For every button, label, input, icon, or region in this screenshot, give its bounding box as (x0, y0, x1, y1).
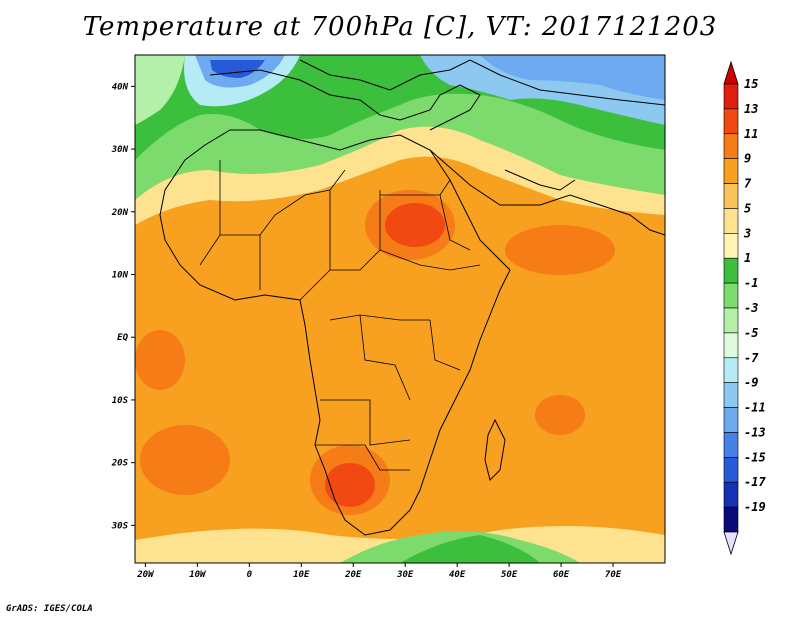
colorbar-swatch (723, 158, 739, 184)
temperature-field (135, 55, 665, 563)
lat-tick-label: 30S (111, 521, 129, 531)
lon-tick-label: 10W (189, 570, 207, 580)
colorbar-swatch (723, 481, 739, 508)
colorbar-swatch (723, 506, 739, 533)
lon-tick-label: 50E (501, 570, 518, 580)
colorbar-swatch (723, 108, 739, 135)
longitude-axis: 20W 10W 0 10E 20E 30E 40E 50E 60E 70E (136, 563, 622, 580)
lat-tick-label: 20N (111, 208, 129, 218)
lon-tick-label: 0 (247, 570, 253, 580)
lon-tick-label: 40E (449, 570, 466, 580)
colorbar-swatch (723, 208, 739, 234)
lon-tick-label: 20W (136, 570, 155, 580)
colorbar-label: -19 (744, 500, 766, 514)
colorbar-swatch (723, 457, 739, 483)
lat-tick-label: 10N (112, 271, 129, 281)
colorbar-label: 1 (744, 251, 751, 265)
colorbar-label: 5 (744, 201, 751, 215)
plot-frame (134, 54, 666, 564)
colorbar-label: -17 (744, 475, 766, 489)
colorbar-label: 13 (744, 102, 758, 116)
colorbar-label: -15 (744, 450, 766, 464)
colorbar-label: 3 (743, 226, 751, 240)
colorbar-swatch (723, 183, 739, 209)
colorbar-swatch (723, 257, 739, 284)
colorbar-swatch (723, 432, 739, 458)
colorbar-swatch (723, 133, 739, 159)
grads-credit: GrADS: IGES/COLA (6, 604, 93, 614)
colorbar-label: -1 (744, 276, 758, 290)
lon-tick-label: 10E (293, 570, 310, 580)
colorbar-label: -5 (744, 326, 758, 340)
colorbar: 15 13 11 9 7 5 3 1 -1 -3 -5 -7 -9 -11 -13 -15 -17 -19 (723, 60, 766, 556)
colorbar-label: 15 (744, 77, 758, 91)
colorbar-label: -9 (744, 376, 758, 390)
lon-tick-label: 70E (605, 570, 622, 580)
latitude-axis: 40N 30N 20N 10N EQ 10S 20S 30S (111, 82, 135, 531)
colorbar-swatch (723, 332, 739, 359)
colorbar-swatch (723, 83, 739, 110)
lat-tick-label: 40N (112, 82, 129, 92)
colorbar-max-arrow (723, 60, 739, 85)
colorbar-swatch (723, 382, 739, 408)
colorbar-swatch (723, 233, 739, 259)
country-borders (199, 160, 481, 471)
colorbar-min-arrow (723, 531, 739, 556)
colorbar-label: -11 (744, 401, 766, 415)
lat-tick-label: 20S (111, 459, 129, 469)
colorbar-label: 7 (744, 177, 752, 191)
lat-tick-label: 10S (112, 396, 129, 406)
lat-tick-label: 30N (111, 145, 129, 155)
lon-tick-label: 20E (344, 570, 362, 580)
colorbar-label: -3 (744, 301, 758, 315)
colorbar-label: 11 (744, 127, 758, 141)
lat-tick-label: EQ (117, 333, 128, 343)
lon-tick-label: 60E (553, 570, 570, 580)
colorbar-swatch (723, 282, 739, 309)
colorbar-label: -7 (744, 351, 759, 365)
colorbar-swatch (723, 307, 739, 334)
coastlines (159, 59, 665, 536)
colorbar-label: 9 (744, 152, 751, 166)
colorbar-swatch (723, 357, 739, 383)
colorbar-swatch (723, 407, 739, 433)
colorbar-label: -13 (744, 425, 766, 439)
lon-tick-label: 30E (396, 570, 414, 580)
map-title: Temperature at 700hPa [C], VT: 201712120… (82, 12, 718, 42)
